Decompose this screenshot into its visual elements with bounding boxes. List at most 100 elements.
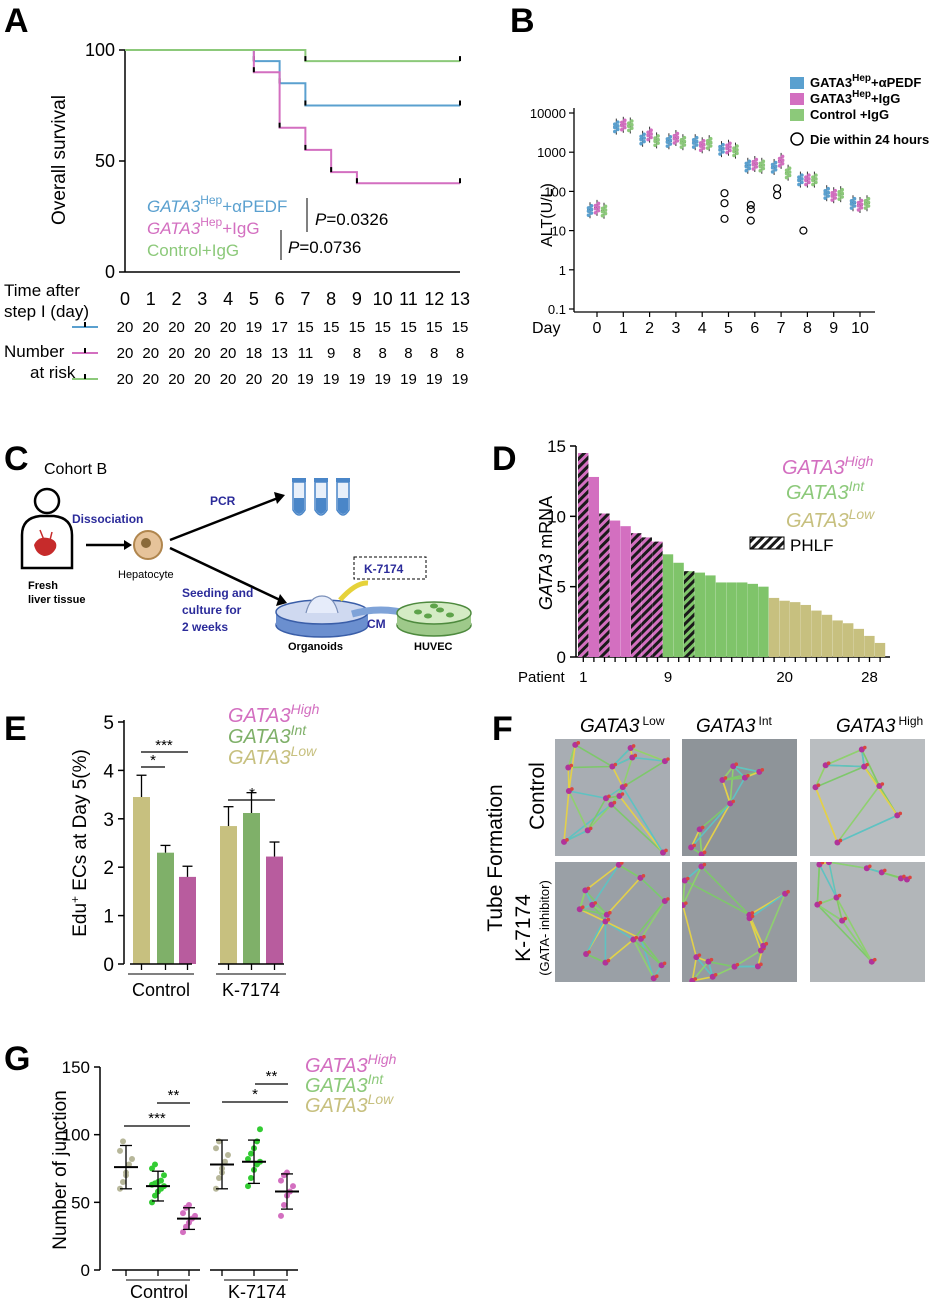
tube-node (908, 875, 912, 880)
tube-node (633, 753, 638, 758)
a-atrisk-value: 15 (323, 319, 340, 336)
b-legend-swatch (790, 93, 804, 105)
b-point (593, 203, 598, 208)
d-ylabel-gene: GATA3 (536, 554, 556, 610)
a-ylabel: Overall survival (49, 95, 70, 225)
tube-node (620, 792, 625, 796)
tube-segment (721, 779, 731, 804)
d-legend-low: GATA3 (786, 510, 849, 532)
b-point (758, 168, 763, 173)
b-point (800, 180, 804, 185)
b-point (784, 171, 789, 176)
tube-segment (690, 802, 731, 848)
b-xtick-label: 10 (851, 320, 869, 337)
e-bar (266, 856, 283, 964)
tube-segment (640, 900, 666, 940)
b-point (807, 176, 811, 181)
c-seeding-3: 2 weeks (182, 620, 228, 634)
svg-text:P=0.0326: P=0.0326 (315, 210, 388, 229)
g-legend-int-sup: Int (368, 1071, 385, 1087)
tube-node (608, 910, 612, 915)
e-ylabel-sup: + (68, 896, 82, 903)
d-bar-phlf-hatch (652, 541, 663, 657)
b-point (773, 164, 778, 168)
tube-node (734, 762, 739, 767)
g-group-label: K-7174 (228, 1282, 286, 1301)
tube-node (662, 961, 667, 966)
tube-network-image (682, 862, 790, 982)
tube-node (713, 972, 718, 977)
svg-text:GATA3Int: GATA3Int (305, 1071, 384, 1097)
a-atrisk-value: 15 (400, 319, 417, 336)
g-legend-low: GATA3 (305, 1095, 368, 1117)
a-xtick-label: 0 (120, 289, 130, 309)
a-atrisk-value: 19 (349, 371, 366, 388)
a-time-label-1: Time after (4, 281, 80, 300)
a-time-label-2: step I (day) (4, 302, 89, 321)
f-k7174-label: K-7174 (512, 894, 535, 962)
a-survival-line (125, 49, 460, 63)
b-point (797, 175, 801, 180)
b-legend-suffix: +IgG (871, 91, 900, 106)
f-tube-label: Tube Formation (484, 784, 507, 931)
b-point (840, 191, 844, 196)
b-point (728, 141, 732, 146)
b-point (754, 161, 759, 165)
tube-network-image (812, 745, 903, 846)
pcr-tubes-icon (292, 478, 350, 516)
tube-segment (762, 893, 786, 947)
tube-node (872, 957, 877, 962)
b-point (725, 150, 729, 155)
d-ytick-label: 5 (557, 578, 566, 597)
b-point (754, 157, 759, 162)
a-xtick-label: 3 (197, 289, 207, 309)
tube-segment (632, 756, 665, 762)
tube-segment (579, 908, 606, 923)
svg-text:GATA3Low: GATA3Low (580, 714, 665, 737)
b-xtick-label: 1 (619, 320, 628, 337)
e-bar (133, 797, 150, 964)
g-legend-high-sup: High (368, 1051, 397, 1067)
panel-c: Cohort B Fresh liver tissue Dissociation… (20, 461, 472, 653)
e-legend-low-sup: Low (291, 743, 318, 759)
g-point (248, 1174, 254, 1181)
a-legend-igg: GATA3 (147, 219, 201, 238)
b-point (849, 202, 854, 206)
b-point (600, 209, 605, 214)
b-point (642, 132, 646, 137)
b-point (639, 134, 643, 139)
b-point (721, 150, 725, 154)
tube-node (820, 862, 825, 865)
d-legend-phlf-swatch (749, 536, 785, 550)
b-point (823, 192, 827, 196)
a-atrisk-value: 19 (374, 371, 391, 388)
b-point (826, 190, 830, 195)
a-xtick-label: 1 (146, 289, 156, 309)
tube-node (818, 900, 823, 905)
b-point (701, 146, 706, 150)
g-point (245, 1156, 251, 1163)
micro-k7174-int (682, 862, 797, 982)
d-ytick-label: 15 (547, 437, 566, 456)
b-point (616, 120, 620, 124)
b-point (589, 204, 594, 208)
tube-segment (729, 766, 735, 804)
tube-segment (568, 790, 589, 831)
b-died-marker (799, 226, 808, 235)
tube-network-image (561, 741, 670, 856)
b-xtick-label: 9 (829, 320, 838, 337)
c-cohort: Cohort B (44, 461, 107, 478)
micro-k7174-low (555, 862, 670, 982)
svg-text:GATA3Int: GATA3Int (786, 478, 865, 504)
b-point (814, 176, 818, 181)
a-atrisk-value: 20 (168, 371, 185, 388)
b-point (627, 121, 631, 125)
b-point (603, 208, 608, 212)
b-point (773, 160, 778, 165)
b-point (744, 164, 749, 169)
b-point (735, 151, 739, 156)
b-point (721, 146, 725, 151)
organoid-dish-icon (275, 580, 369, 638)
g-group-label: Control (130, 1282, 188, 1301)
e-sig-label: * (249, 785, 255, 802)
